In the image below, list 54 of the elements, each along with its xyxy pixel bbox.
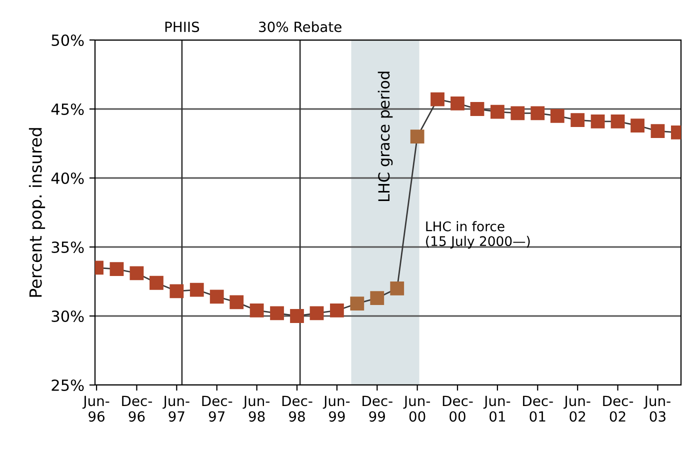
point [290,309,304,323]
y-tick-label: 25% [52,379,84,392]
y-axis-title: Percent pop. insured [28,128,46,297]
point [110,262,124,276]
point [370,291,384,306]
point [470,102,484,116]
x-tick-label: Dec- 96 [122,396,152,422]
y-tick-label: 35% [52,241,84,254]
point [550,108,564,123]
point [630,118,644,133]
point [190,282,204,297]
x-tick-label: Jun- 97 [162,396,190,422]
annotation: LHC in force (15 July 2000—) [426,221,530,249]
x-tick-label: Jun- 03 [644,396,670,422]
x-tick-label: Jun- 99 [322,396,350,422]
point [310,306,324,320]
point [530,106,545,120]
x-tick-label: Jun- 02 [564,396,590,422]
point [510,106,525,120]
point [490,104,504,119]
y-tick-label: 40% [51,172,84,184]
point [570,113,585,127]
point [610,114,625,128]
point [270,306,284,320]
x-tick-label: Dec- 02 [603,396,634,422]
point [250,304,264,318]
point [130,266,144,280]
x-tick-label: Jun- 96 [82,396,110,422]
point [450,96,464,110]
point [390,281,404,296]
x-tick-label: Dec- 98 [282,396,312,422]
ref-line-label: PHIIS [165,22,200,32]
point [230,295,244,310]
point [170,284,184,298]
point [430,92,444,106]
point [330,304,344,318]
ref-line-label: 30% Rebate [259,21,342,32]
y-tick-label: 50% [52,34,84,46]
point [210,290,224,304]
point [350,296,364,311]
y-tick-label: 30% [52,310,84,322]
point [150,276,164,290]
x-tick-label: Dec- 00 [442,396,473,422]
x-tick-label: Jun- 98 [242,396,270,422]
x-tick-label: Dec- 99 [362,396,392,422]
point [590,114,605,128]
y-tick-label: 45% [51,103,84,116]
x-tick-label: Jun- 01 [483,396,510,422]
point [410,130,424,144]
x-tick-label: Jun- 00 [403,396,430,422]
x-tick-label: Dec- 01 [523,396,553,422]
point [650,124,665,138]
band-label: LHC grace period [378,72,393,202]
x-tick-label: Dec- 97 [202,396,232,422]
